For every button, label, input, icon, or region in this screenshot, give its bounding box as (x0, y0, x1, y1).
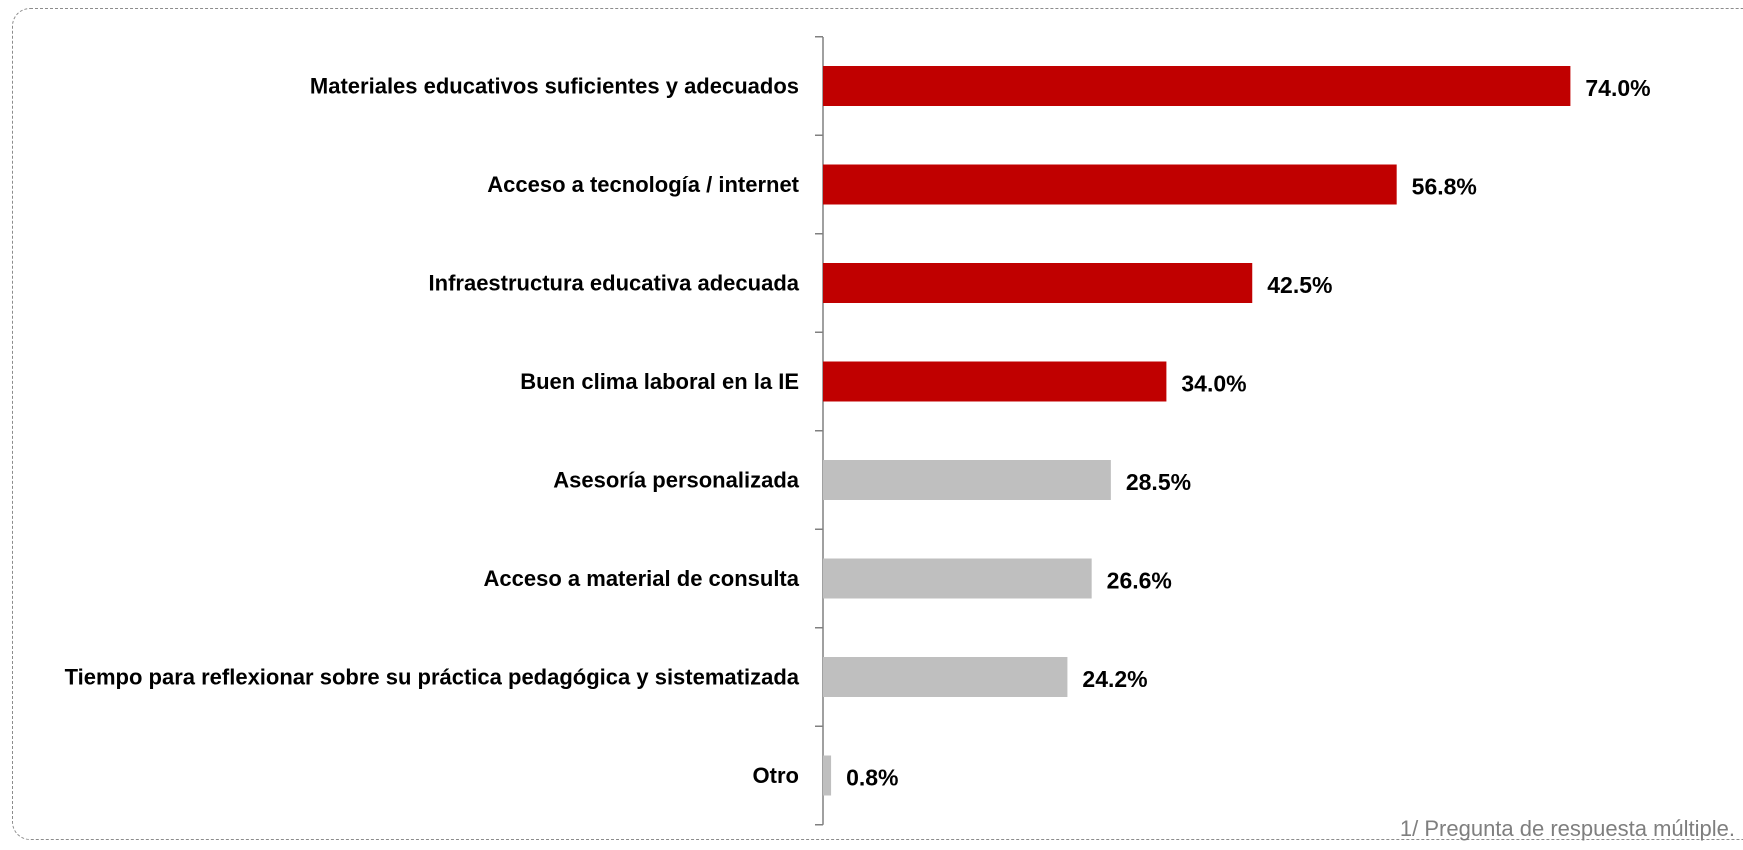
bar (823, 657, 1068, 697)
category-label: Buen clima laboral en la IE (520, 369, 799, 394)
category-label: Infraestructura educativa adecuada (429, 271, 800, 296)
value-label: 26.6% (1107, 568, 1172, 594)
value-label: 0.8% (846, 765, 898, 791)
value-label: 28.5% (1126, 469, 1191, 495)
value-labels: 74.0% 56.8% 42.5% 34.0% 28.5% 26.6% 24.2% 0.8% (846, 75, 1651, 791)
value-label: 42.5% (1267, 272, 1332, 298)
chart-frame (12, 8, 1743, 840)
category-label: Asesoría personalizada (553, 468, 800, 493)
bar (823, 164, 1397, 205)
bars (823, 66, 1571, 796)
category-label: Tiempo para reflexionar sobre su práctic… (65, 665, 800, 690)
category-axis-ticks (815, 36, 823, 826)
value-label: 56.8% (1412, 174, 1477, 200)
value-label: 74.0% (1585, 75, 1650, 101)
bar (823, 460, 1111, 500)
bar (823, 361, 1167, 402)
bar (823, 755, 832, 796)
value-label: 34.0% (1181, 371, 1246, 397)
category-labels: Materiales educativos suficientes y adec… (65, 74, 800, 789)
category-label: Materiales educativos suficientes y adec… (310, 74, 799, 99)
category-label: Otro (753, 763, 799, 788)
bar (823, 66, 1571, 106)
category-label: Acceso a tecnología / internet (487, 172, 799, 197)
category-label: Acceso a material de consulta (484, 566, 800, 591)
footnote: 1/ Pregunta de respuesta múltiple. (1399, 816, 1735, 841)
bar (823, 263, 1253, 303)
bar (823, 558, 1092, 599)
value-label: 24.2% (1082, 666, 1147, 692)
